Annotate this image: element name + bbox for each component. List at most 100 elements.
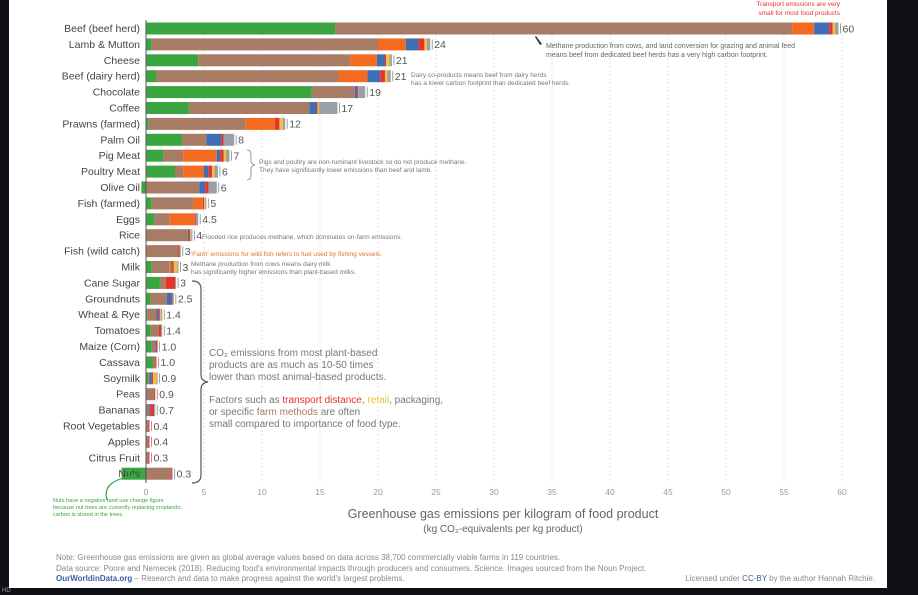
footer-owid-line: OurWorldinData.org – Research and data t… [56,574,405,583]
bar-soymilk-land-use-change [146,372,149,385]
footer-note: Note: Greenhouse gas emissions are given… [56,553,561,562]
bar-pig-meat-packaging [226,149,230,162]
total-label-cane-sugar: 3 [180,278,186,290]
bar-fish-farmed-packaging [205,197,207,210]
total-label-eggs: 4.5 [202,214,217,226]
annotation-nuts-line3: carbon is stored in the trees. [53,512,124,518]
bar-coffee-packaging [318,102,338,114]
bar-beef-dairy-herd-packaging [387,70,391,83]
bar-prawns-farmed-packaging [282,117,286,130]
bar-citrus-fruit-transport [148,451,150,464]
bar-chocolate-processing [354,86,358,99]
bar-cane-sugar-land-use-change [146,276,160,289]
bar-poultry-meat-packaging [214,165,218,178]
bar-beef-dairy-herd-farm [156,70,339,83]
category-label-olive-oil: Olive Oil [100,182,140,194]
bar-beef-dairy-herd-animal-feed [338,70,368,83]
annotation-pigs-poultry: Pigs and poultry are non-ruminant livest… [259,159,467,174]
bar-beef-beef-herd-animal-feed [792,22,815,35]
bar-olive-oil-processing [199,181,206,194]
total-label-groundnuts: 2.5 [178,294,193,306]
bar-bananas-packaging [154,404,156,417]
bar-pig-meat-land-use-change [146,149,164,162]
annotation-methane-line1: Methane production from cows, and land c… [546,43,795,50]
gridlines [203,22,843,483]
annotation-nuts-arrow [105,475,136,501]
bar-maize-corn-transport [156,340,158,353]
category-label-cane-sugar: Cane Sugar [84,277,141,289]
bar-apples-farm [146,435,149,448]
bar-root-vegetables-farm [146,420,149,432]
bar-milk-land-use-change [146,261,152,273]
bar-rice-processing [187,229,189,242]
bar-lamb-mutton-retail [424,38,427,51]
bar-chocolate-transport [357,86,359,99]
bar-coffee-retail [317,102,319,114]
x-tick-20: 20 [373,487,383,497]
total-label-cassava: 1.0 [160,357,175,369]
total-label-pig-meat: 7 [234,151,240,163]
category-label-chocolate: Chocolate [93,87,140,99]
category-label-palm-oil: Palm Oil [100,134,140,146]
bar-bananas-transport [150,404,155,417]
category-label-beef-beef-herd: Beef (beef herd) [64,23,140,35]
bar-maize-corn-land-use-change [146,340,152,353]
x-tick-labels: 0 5 10 15 20 25 30 35 40 45 50 55 60 [144,487,847,497]
chart-slide: Beef (beef herd) Lamb & Mutton Cheese Beef … [9,0,887,588]
bar-beef-beef-herd-land-use-change [146,22,336,35]
license-post: by the author Hannah Ritchie. [766,574,875,583]
bar-rice-retail [190,229,192,242]
total-label-soymilk: 0.9 [162,373,177,385]
total-label-milk: 3 [182,262,188,274]
bar-chocolate-land-use-change [146,86,312,99]
bar-palm-oil-processing [206,133,222,146]
bar-apples-transport [148,435,150,448]
total-label-fish-wild-catch: 3 [185,246,191,258]
bar-soymilk-processing [149,372,152,385]
x-tick-55: 55 [779,487,789,497]
bar-cassava-transport [155,356,157,369]
x-axis-title: Greenhouse gas emissions per kilogram of… [348,507,659,521]
plant-products-brace [191,280,209,484]
cc-by-link[interactable]: CC-BY [742,574,767,583]
category-label-fish-farmed: Fish (farmed) [78,198,140,210]
bar-rice-packaging [191,229,193,242]
bar-eggs-transport [194,213,196,226]
annotation-milk: Methane production from cows means dairy… [191,261,356,276]
total-label-tomatoes: 1.4 [166,325,181,337]
bar-bananas-farm [146,404,150,417]
owid-tagline: – Research and data to make progress aga… [132,574,405,583]
annotation-nuts: Nuts have a negative land use change fig… [53,498,182,518]
total-label-bananas: 0.7 [159,405,174,417]
total-label-citrus-fruit: 0.3 [153,453,168,465]
annotation-dairy-beef: Dairy co-products means beef from dairy … [411,72,570,87]
annotation-transport-line2: small for most food products [758,10,840,17]
owid-link[interactable]: OurWorldinData.org [56,574,133,583]
bar-beef-dairy-herd-land-use-change [146,70,157,83]
bar-poultry-meat-processing [204,165,209,178]
category-label-rice: Rice [119,230,140,242]
category-label-cassava: Cassava [99,357,140,369]
x-tick-25: 25 [431,487,441,497]
bar-tomatoes-farm [150,324,159,337]
bar-coffee-transport [316,102,318,114]
bar-beef-beef-herd-processing [814,22,830,35]
annotation-nuts-line1: Nuts have a negative land use change fig… [53,498,164,504]
x-tick-45: 45 [663,487,673,497]
bar-palm-oil-transport [221,133,224,146]
x-tick-50: 50 [721,487,731,497]
bar-olive-oil-land-use-change [141,181,146,194]
total-label-fish-farmed: 5 [210,198,216,210]
bar-prawns-farmed-transport [274,117,280,130]
bar-lamb-mutton-transport [418,38,425,51]
bar-nuts-transport [170,467,172,480]
bar-pig-meat-processing [216,149,221,162]
annotation-dairy-line1: Dairy co-products means beef from dairy … [411,72,547,79]
bar-nuts-packaging [171,467,173,480]
annotation-factors-line1: Factors such as transport distance, reta… [209,395,443,406]
total-label-rice: 4 [196,230,202,242]
bar-beef-beef-herd-retail [832,22,836,35]
bar-olive-oil-packaging [208,181,217,194]
bar-fish-farmed-land-use-change [146,197,152,210]
